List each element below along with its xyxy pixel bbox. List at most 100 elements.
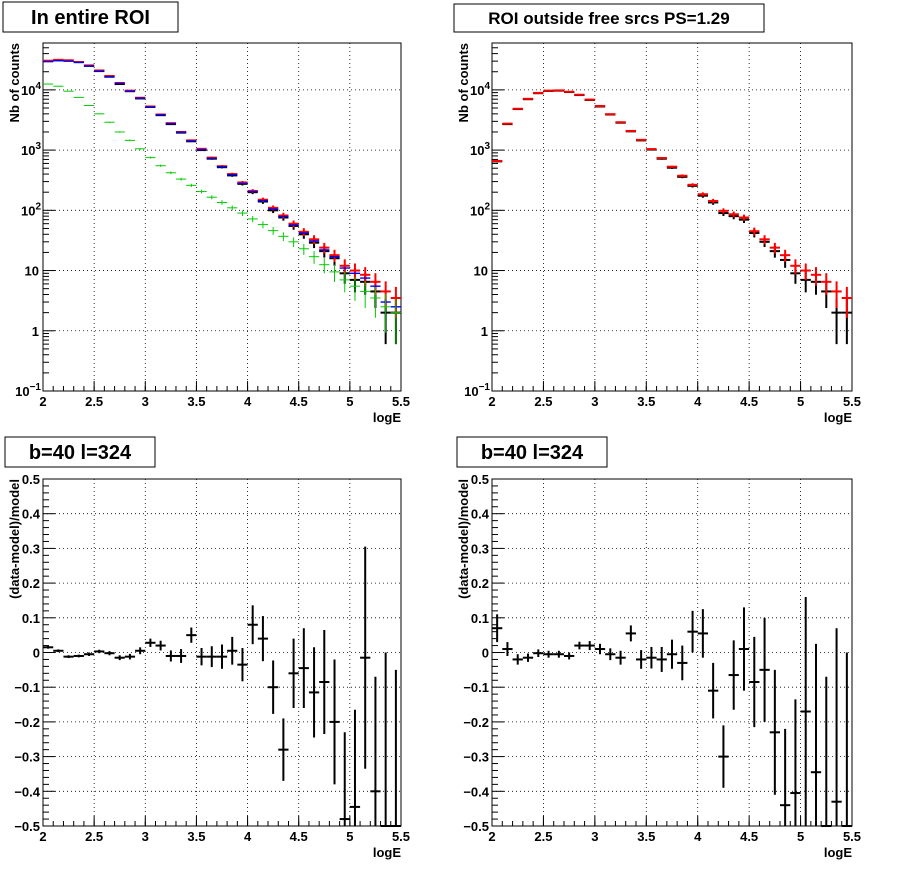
data-point <box>145 156 156 159</box>
chart-panel-3: 2 2.5 3 3.5 4 4.5 5 5.5 −0.5 −0.4 −0.3 −0.2 −0.1 0 0.1… <box>4 436 410 860</box>
y-axis-label: (data-model)/model <box>456 479 471 599</box>
x-tick-label: 3.5 <box>637 829 655 844</box>
y-tick-label: 0.5 <box>471 472 489 487</box>
data-point <box>278 232 289 242</box>
data-point <box>502 642 513 656</box>
y-tick-label: 0.2 <box>22 576 40 591</box>
data-point <box>298 228 309 237</box>
y-tick-label: 1 <box>32 324 39 339</box>
x-tick-label: 5 <box>797 394 804 409</box>
data-point <box>841 286 852 318</box>
data-point <box>94 649 105 654</box>
data-point <box>247 215 258 223</box>
data-point <box>145 638 156 647</box>
data-point <box>512 654 523 665</box>
y-tick-label: −0.4 <box>463 784 489 799</box>
x-tick-label: 4 <box>694 829 702 844</box>
data-point <box>329 659 340 785</box>
data-point <box>83 652 95 656</box>
data-point <box>594 104 606 107</box>
title-box <box>453 3 765 33</box>
data-point <box>615 121 626 124</box>
data-point <box>574 93 585 96</box>
data-point <box>738 214 750 221</box>
data-point <box>728 640 739 710</box>
data-point <box>360 281 371 309</box>
y-tick-label: 0.1 <box>471 611 489 626</box>
y-tick-label: 1 <box>481 324 488 339</box>
data-point <box>821 273 832 295</box>
x-tick-label: 4.5 <box>290 829 308 844</box>
x-axis-label: logE <box>824 410 852 425</box>
x-tick-label: 3.5 <box>637 394 655 409</box>
data-point <box>380 652 391 827</box>
data-point <box>810 643 822 826</box>
data-point <box>831 281 842 309</box>
x-tick-label: 2 <box>488 394 495 409</box>
y-tick-label: 0.2 <box>471 576 489 591</box>
data-point <box>605 648 616 661</box>
x-tick-label: 3 <box>142 394 149 409</box>
data-point <box>666 639 678 669</box>
data-point <box>257 616 269 662</box>
data-point <box>656 646 667 672</box>
x-tick-label: 2.5 <box>534 829 552 844</box>
x-tick-label: 2 <box>488 829 495 844</box>
data-point <box>564 652 575 660</box>
series-3 <box>43 59 401 308</box>
data-point <box>278 718 289 781</box>
x-tick-label: 5 <box>346 394 353 409</box>
data-point <box>769 669 780 795</box>
x-tick-label: 5.5 <box>843 394 861 409</box>
data-point <box>63 655 74 659</box>
chart-panel-4: 2 2.5 3 3.5 4 4.5 5 5.5 −0.5 −0.4 −0.3 −0.2 −0.1 0 0.1… <box>456 436 861 860</box>
y-tick-label: 104 <box>470 81 490 98</box>
data-point <box>718 208 729 214</box>
data-point <box>124 653 136 660</box>
data-point <box>831 628 842 826</box>
data-point <box>73 96 84 98</box>
series-2 <box>492 89 852 318</box>
data-point <box>63 90 74 92</box>
data-point <box>553 89 564 92</box>
y-tick-label: 0.3 <box>22 541 40 556</box>
data-point <box>728 211 739 218</box>
series-1 <box>492 89 852 345</box>
data-point <box>492 614 503 643</box>
data-point <box>821 676 832 827</box>
y-tick-label: 0.3 <box>471 541 489 556</box>
y-tick-label: 0.1 <box>22 611 40 626</box>
data-point <box>800 263 811 281</box>
chart-title: In entire ROI <box>31 7 150 29</box>
y-tick-label: −0.1 <box>14 680 40 695</box>
data-point <box>216 200 228 205</box>
x-tick-label: 2.5 <box>85 394 103 409</box>
x-tick-label: 4 <box>244 829 252 844</box>
data-point <box>646 646 657 669</box>
data-point <box>288 638 299 709</box>
data-point <box>370 676 381 826</box>
x-tick-label: 5.5 <box>392 829 410 844</box>
y-tick-label: 10 <box>25 264 39 279</box>
y-tick-label: 0.4 <box>22 507 41 522</box>
plot-frame <box>42 42 402 392</box>
data-point <box>769 242 780 254</box>
series-4 <box>43 83 401 345</box>
x-tick-label: 5.5 <box>392 394 410 409</box>
data-point <box>687 610 698 653</box>
data-point <box>574 641 585 650</box>
data-point <box>564 90 575 93</box>
data-point <box>237 647 248 682</box>
y-axis-label: (data-model)/model <box>7 479 22 599</box>
data-point <box>339 271 350 293</box>
y-tick-label: 104 <box>21 81 41 98</box>
data-point <box>800 596 811 826</box>
data-point <box>114 131 125 133</box>
data-point <box>390 669 401 827</box>
y-tick-label: 0.5 <box>22 472 40 487</box>
chart-panel-2: 2 2.5 3 3.5 4 4.5 5 5.5 10−1 1 10 102 103 104 logE Nb o… <box>453 3 861 425</box>
data-point <box>584 98 595 101</box>
series-1 <box>43 546 401 827</box>
data-point <box>43 645 54 649</box>
data-point <box>349 709 361 826</box>
